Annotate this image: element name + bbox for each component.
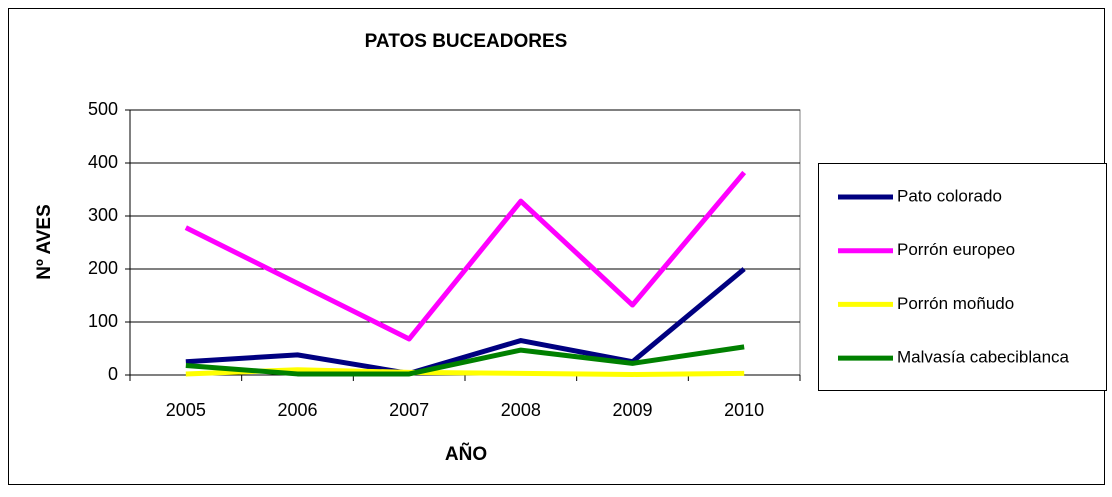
x-tick-label: 2005 (166, 400, 206, 420)
x-tick-label: 2008 (501, 400, 541, 420)
legend-label: Porrón moñudo (897, 294, 1014, 313)
legend-label: Porrón europeo (897, 240, 1015, 259)
series-line (185, 267, 746, 376)
x-tick-label: 2010 (724, 400, 764, 420)
series-line (184, 170, 747, 342)
legend-label: Malvasía cabeciblanca (897, 348, 1070, 367)
y-tick-label: 500 (88, 99, 118, 119)
x-axis-label: AÑO (445, 443, 487, 465)
y-axis-label: Nº AVES (34, 204, 55, 280)
plot-area (129, 109, 801, 376)
y-tick-label: 400 (88, 152, 118, 172)
x-tick-label: 2006 (277, 400, 317, 420)
chart-title: PATOS BUCEADORES (365, 31, 568, 52)
legend-label: Pato colorado (897, 186, 1002, 205)
y-tick-label: 200 (88, 258, 118, 278)
y-tick-label: 100 (88, 311, 118, 331)
x-tick-label: 2009 (612, 400, 652, 420)
legend-box (818, 163, 1107, 391)
y-tick-label: 0 (108, 364, 118, 384)
series-line (185, 344, 745, 377)
x-tick-label: 2007 (389, 400, 429, 420)
y-tick-label: 300 (88, 205, 118, 225)
